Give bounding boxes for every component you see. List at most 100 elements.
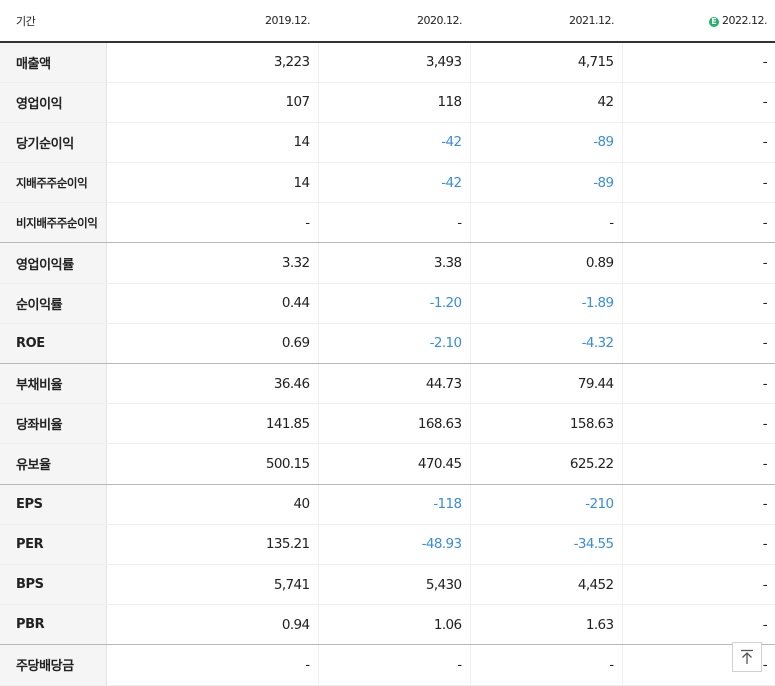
value-cell: -2.10 xyxy=(318,323,471,365)
value-cell: 42 xyxy=(470,82,623,123)
value-cell: 3.38 xyxy=(318,242,471,284)
row-label: ROE xyxy=(0,323,107,365)
row-label: EPS xyxy=(0,484,107,525)
row-label: BPS xyxy=(0,564,107,606)
value-cell: 0.94 xyxy=(106,604,319,646)
value-cell: - xyxy=(622,122,775,164)
row-label: 부채비율 xyxy=(0,363,107,405)
table-row: PBR 0.94 1.06 1.63- xyxy=(0,604,775,646)
value-cell: -34.55 xyxy=(470,524,623,565)
row-label: 유보율 xyxy=(0,443,107,485)
value-cell: - xyxy=(622,363,775,405)
row-label: 당기순이익 xyxy=(0,122,107,164)
value-cell: 5,430 xyxy=(318,564,471,606)
value-cell: 40 xyxy=(106,484,319,525)
value-cell: 470.45 xyxy=(318,443,471,485)
period-header-2019: 2019.12. xyxy=(106,0,318,43)
value-cell: -118 xyxy=(318,484,471,525)
value-cell: 14 xyxy=(106,122,319,164)
value-cell: - xyxy=(622,604,775,646)
value-cell: - xyxy=(470,202,623,244)
value-cell: - xyxy=(622,42,775,83)
value-cell: - xyxy=(622,202,775,244)
table-row: 영업이익 107 118 42- xyxy=(0,82,775,123)
table-row: 당좌비율 141.85 168.63 158.63- xyxy=(0,403,775,445)
table-row: 당기순이익 14 -42 -89- xyxy=(0,122,775,164)
table-row: 순이익률 0.44 -1.20 -1.89- xyxy=(0,283,775,324)
value-cell: -89 xyxy=(470,122,623,164)
value-cell: 625.22 xyxy=(470,443,623,485)
value-cell: - xyxy=(106,644,319,686)
value-cell: -1.89 xyxy=(470,283,623,324)
row-label: 주당배당금 xyxy=(0,644,107,686)
period-header-2020: 2020.12. xyxy=(318,0,470,43)
value-cell: 36.46 xyxy=(106,363,319,405)
table-body: 매출액 3,223 3,493 4,715- 영업이익 107 118 42- 당기순이익 14-… xyxy=(0,42,775,686)
value-cell: - xyxy=(622,443,775,485)
value-cell: 44.73 xyxy=(318,363,471,405)
value-cell: - xyxy=(622,323,775,365)
value-cell: - xyxy=(622,564,775,606)
row-label: 영업이익 xyxy=(0,82,107,123)
value-cell: 3.32 xyxy=(106,242,319,284)
value-cell: -210 xyxy=(470,484,623,525)
value-cell: - xyxy=(622,484,775,525)
table-row: BPS 5,741 5,430 4,452- xyxy=(0,564,775,606)
value-cell: 1.63 xyxy=(470,604,623,646)
row-label: 지배주주순이익 xyxy=(0,162,107,204)
value-cell: 141.85 xyxy=(106,403,319,445)
table-header: 기간 2019.12. 2020.12. 2021.12. E 2022.12. xyxy=(0,0,775,43)
value-cell: 5,741 xyxy=(106,564,319,606)
row-label: 순이익률 xyxy=(0,283,107,324)
table-row: 지배주주순이익 14 -42 -89- xyxy=(0,162,775,204)
value-cell: -48.93 xyxy=(318,524,471,565)
value-cell: 118 xyxy=(318,82,471,123)
row-label: 비지배주주순이익 xyxy=(0,202,107,244)
value-cell: 14 xyxy=(106,162,319,204)
value-cell: - xyxy=(622,82,775,123)
period-label-header: 기간 xyxy=(0,0,106,43)
header-row: 기간 2019.12. 2020.12. 2021.12. E 2022.12. xyxy=(0,0,775,43)
estimate-icon: E xyxy=(709,17,720,27)
row-label: PBR xyxy=(0,604,107,646)
table-row: 부채비율 36.46 44.73 79.44- xyxy=(0,363,775,405)
value-cell: 107 xyxy=(106,82,319,123)
value-cell: 79.44 xyxy=(470,363,623,405)
value-cell: - xyxy=(470,644,623,686)
table-row: 비지배주주순이익 - - - - xyxy=(0,202,775,244)
value-cell: 135.21 xyxy=(106,524,319,565)
table-row: ROE 0.69 -2.10 -4.32- xyxy=(0,323,775,365)
scroll-top-button[interactable] xyxy=(732,642,762,672)
value-cell: -4.32 xyxy=(470,323,623,365)
value-cell: - xyxy=(622,162,775,204)
value-cell: 0.69 xyxy=(106,323,319,365)
value-cell: 4,452 xyxy=(470,564,623,606)
table-row: 주당배당금 - - - - xyxy=(0,644,775,686)
value-cell: - xyxy=(622,403,775,445)
value-cell: - xyxy=(622,524,775,565)
value-cell: 0.44 xyxy=(106,283,319,324)
arrow-up-icon xyxy=(741,649,753,664)
value-cell: -1.20 xyxy=(318,283,471,324)
value-cell: -42 xyxy=(318,122,471,164)
table-row: 영업이익률 3.32 3.38 0.89- xyxy=(0,242,775,284)
value-cell: - xyxy=(622,283,775,324)
value-cell: 3,493 xyxy=(318,42,471,83)
value-cell: - xyxy=(106,202,319,244)
value-cell: 500.15 xyxy=(106,443,319,485)
value-cell: 168.63 xyxy=(318,403,471,445)
value-cell: - xyxy=(622,242,775,284)
value-cell: -89 xyxy=(470,162,623,204)
value-cell: - xyxy=(318,644,471,686)
row-label: 당좌비율 xyxy=(0,403,107,445)
value-cell: - xyxy=(318,202,471,244)
value-cell: 4,715 xyxy=(470,42,623,83)
value-cell: -42 xyxy=(318,162,471,204)
period-header-2022: E 2022.12. xyxy=(622,0,775,43)
table-row: PER 135.21 -48.93 -34.55- xyxy=(0,524,775,565)
table-row: 매출액 3,223 3,493 4,715- xyxy=(0,42,775,83)
value-cell: 1.06 xyxy=(318,604,471,646)
period-header-2022-label: 2022.12. xyxy=(722,14,767,27)
value-cell: 158.63 xyxy=(470,403,623,445)
